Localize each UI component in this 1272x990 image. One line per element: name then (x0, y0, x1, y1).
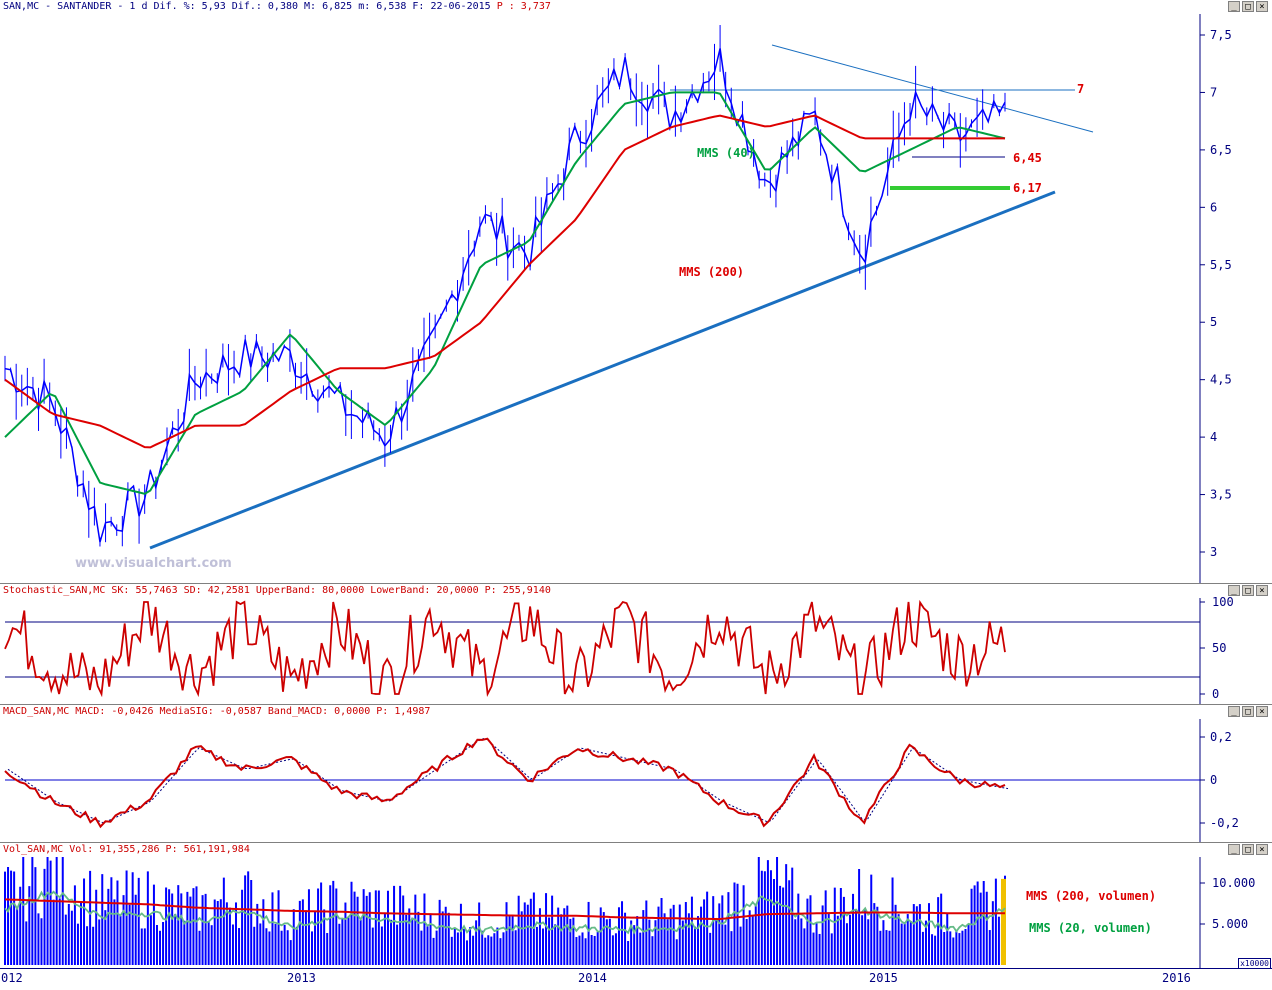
macd-signal-line (7, 737, 1009, 824)
price-y-tick: 7 (1210, 85, 1217, 99)
macd-chart: 0,2 0 -0,2 (4, 719, 1239, 843)
price-y-tick: 4,5 (1210, 373, 1232, 387)
macd-title: MACD_SAN,MC MACD: -0,0426 MediaSIG: -0,0… (3, 706, 431, 717)
price-chart: 7,576,565,554,543,53 MMS (40) MMS (200) … (4, 14, 1232, 583)
price-y-tick: 7,5 (1210, 28, 1232, 42)
macd-y-tick: -0,2 (1210, 816, 1239, 830)
support-trendline (149, 190, 1056, 550)
macd-line (4, 737, 1006, 829)
minimize-button[interactable]: _ (1228, 706, 1240, 717)
price-y-tick: 3 (1210, 545, 1217, 559)
mms40-label: MMS (40) (697, 146, 755, 160)
mms20v-label: MMS (20, volumen) (1029, 921, 1152, 935)
x-tick: 2015 (869, 971, 898, 985)
vol-y-tick: 10.000 (1212, 876, 1255, 890)
minimize-button[interactable]: _ (1228, 585, 1240, 596)
x-tick: 2013 (287, 971, 316, 985)
price-y-tick: 5,5 (1210, 258, 1232, 272)
watermark: www.visualchart.com (75, 556, 232, 571)
maximize-button[interactable]: □ (1242, 844, 1254, 855)
mms200v-label: MMS (200, volumen) (1026, 889, 1156, 903)
x-tick: 2016 (1162, 971, 1191, 985)
stoch-y-tick: 0 (1212, 687, 1219, 701)
mms20-volume-line (4, 890, 1006, 936)
price-y-tick: 4 (1210, 430, 1217, 444)
close-button[interactable]: × (1256, 585, 1268, 596)
volume-title: Vol_SAN,MC Vol: 91,355,286 P: 561,191,98… (3, 844, 250, 855)
volume-chart: 10.000 5.000 MMS (200, volumen) MMS (20, … (4, 857, 1255, 969)
price-y-tick: 5 (1210, 315, 1217, 329)
mms200-label: MMS (200) (679, 265, 744, 279)
stochastic-title: Stochastic_SAN,MC SK: 55,7463 SD: 42,258… (3, 585, 551, 596)
price-y-tick: 3,5 (1210, 488, 1232, 502)
close-button[interactable]: × (1256, 706, 1268, 717)
price-title: SAN,MC - SANTANDER - 1 d Dif. %: 5,93 Di… (3, 1, 551, 12)
stoch-y-tick: 50 (1212, 641, 1226, 655)
mms200-volume-line (4, 898, 1005, 921)
price-window-buttons: _ □ × (1228, 1, 1268, 12)
mms200-line (4, 114, 1005, 449)
maximize-button[interactable]: □ (1242, 585, 1254, 596)
mms40-line (4, 91, 1006, 495)
minimize-button[interactable]: _ (1228, 1, 1240, 12)
level-7-label: 7 (1077, 82, 1084, 96)
price-y-tick: 6 (1210, 200, 1217, 214)
stochastic-chart: 100 50 0 (4, 595, 1234, 705)
close-button[interactable]: × (1256, 844, 1268, 855)
minimize-button[interactable]: _ (1228, 844, 1240, 855)
price-line (4, 48, 1006, 543)
x-tick: 012 (1, 971, 23, 985)
price-y-tick: 6,5 (1210, 143, 1232, 157)
maximize-button[interactable]: □ (1242, 1, 1254, 12)
x-tick: 2014 (578, 971, 607, 985)
macd-y-tick: 0,2 (1210, 730, 1232, 744)
macd-y-tick: 0 (1210, 773, 1217, 787)
stochastic-pane: Stochastic_SAN,MC SK: 55,7463 SD: 42,258… (0, 583, 1272, 705)
price-pane: SAN,MC - SANTANDER - 1 d Dif. %: 5,93 Di… (3, 1, 1268, 583)
last-volume-bar (1001, 878, 1006, 965)
level-617-label: 6,17 (1013, 181, 1042, 195)
close-button[interactable]: × (1256, 1, 1268, 12)
volume-pane: Vol_SAN,MC Vol: 91,355,286 P: 561,191,98… (0, 842, 1272, 969)
stoch-y-tick: 100 (1212, 595, 1234, 609)
x-axis: 012 2013 2014 2015 2016 (0, 968, 1272, 990)
vol-y-tick: 5.000 (1212, 917, 1248, 931)
stochastic-sk-line (4, 599, 1006, 698)
maximize-button[interactable]: □ (1242, 706, 1254, 717)
level-645-label: 6,45 (1013, 151, 1042, 165)
macd-pane: MACD_SAN,MC MACD: -0,0426 MediaSIG: -0,0… (0, 704, 1272, 843)
